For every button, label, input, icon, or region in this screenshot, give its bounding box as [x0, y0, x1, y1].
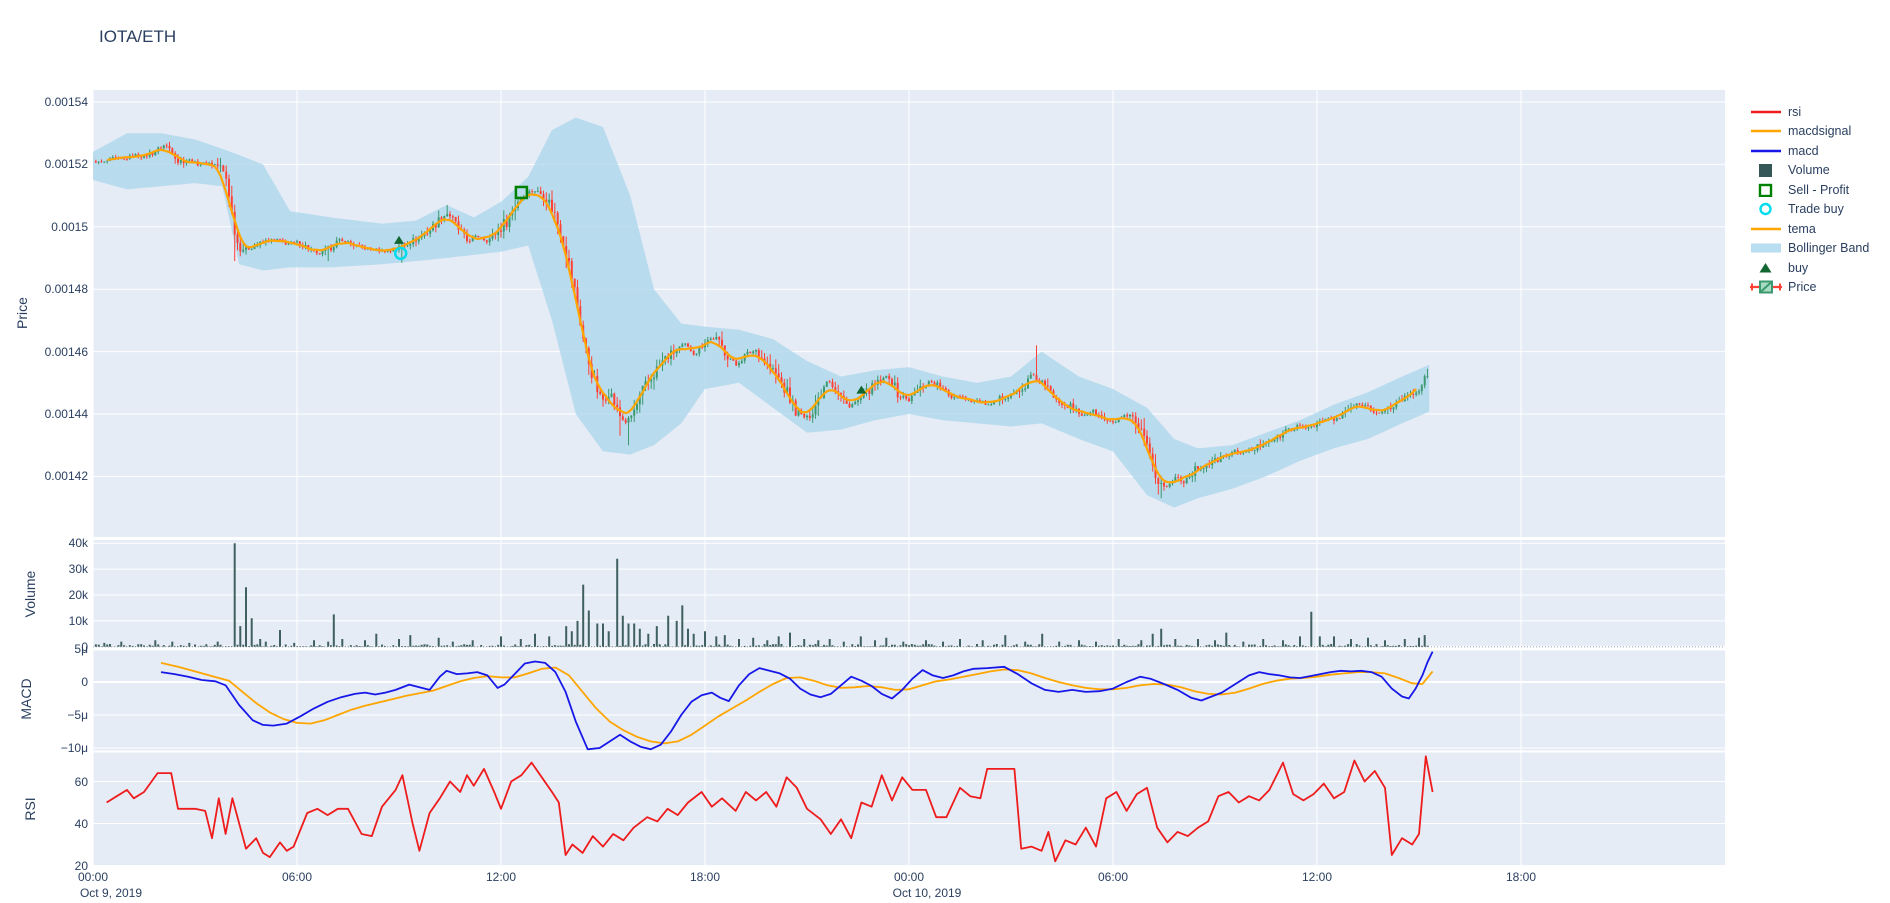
price-swatch-icon [1750, 280, 1782, 294]
macd-tick-label: 0 [81, 675, 88, 689]
price-tick-label: 0.00154 [44, 95, 88, 109]
x-tick-label: 00:00 [77, 870, 109, 884]
legend-item-label: macd [1788, 143, 1819, 158]
rsi-panel [92, 752, 1725, 866]
volume-tick-label: 0 [81, 639, 88, 654]
rsi-line [106, 755, 1434, 863]
volume-tick-label: 20k [68, 588, 88, 602]
macdsignal-line [160, 662, 1434, 745]
trade-buy-marker [393, 246, 408, 261]
buy-marker [394, 235, 404, 244]
legend-item-buy[interactable]: buy [1750, 258, 1869, 278]
volume-swatch-icon [1750, 163, 1782, 178]
legend-item-rsi[interactable]: rsi [1750, 102, 1869, 122]
legend-item-bollinger-band[interactable]: Bollinger Band [1750, 239, 1869, 259]
volume-tick-label: 10k [68, 613, 88, 628]
rsi-axis-title: RSI [22, 797, 38, 821]
buy-marker [856, 385, 867, 394]
x-tick-label: 06:00 [281, 870, 313, 884]
macd-line [160, 651, 1434, 751]
x-tick-label: 18:00 [1505, 870, 1537, 884]
volume-axis-title: Volume [22, 570, 38, 618]
price-tick-label: 0.00152 [44, 157, 88, 172]
legend: rsi macdsignal macd Volume Sell - Profit Trad… [1750, 102, 1869, 297]
legend-item-label: rsi [1788, 104, 1802, 119]
rsi-series [106, 755, 1434, 863]
legend-item-label: Sell - Profit [1788, 182, 1850, 197]
legend-item-sell-profit[interactable]: Sell - Profit [1750, 180, 1869, 200]
volume-tick-label: 40k [68, 536, 88, 551]
price-tick-label: 0.00142 [44, 469, 88, 484]
price-tick-label: 0.00144 [44, 407, 88, 421]
macd-tick-label: −5μ [67, 708, 88, 722]
price-tick-label: 0.00146 [44, 344, 88, 359]
macdsignal-swatch-icon [1750, 124, 1782, 138]
bollinger-band-swatch-icon [1750, 241, 1782, 255]
legend-item-price[interactable]: Price [1750, 278, 1869, 298]
x-tick-date-label: Oct 10, 2019 [892, 886, 962, 900]
legend-item-label: buy [1788, 260, 1809, 275]
macd-tick-label: 5μ [74, 642, 88, 656]
legend-item-tema[interactable]: tema [1750, 219, 1869, 239]
tema-line [107, 148, 1417, 484]
legend-item-volume[interactable]: Volume [1750, 161, 1869, 181]
x-tick-label: 06:00 [1097, 870, 1129, 884]
legend-item-label: Price [1788, 280, 1817, 295]
x-tick-label: 12:00 [1301, 870, 1333, 884]
macd-tick-label: −10μ [60, 741, 88, 755]
tema-swatch-icon [1750, 222, 1782, 236]
candle-bodies-up [97, 145, 1429, 487]
legend-item-trade-buy[interactable]: Trade buy [1750, 200, 1869, 220]
rsi-tick-label: 60 [74, 774, 88, 789]
chart-title: IOTA/ETH [99, 27, 177, 46]
x-tick-label: 00:00 [893, 870, 925, 884]
macd-panel [92, 650, 1725, 751]
legend-item-label: macdsignal [1788, 124, 1852, 139]
volume-tick-label: 30k [68, 562, 88, 577]
volume-series [93, 543, 1725, 648]
trade-buy-swatch-icon [1750, 202, 1782, 216]
x-tick-label: 12:00 [485, 870, 517, 884]
price-axis-title: Price [14, 297, 30, 329]
sell-profit-swatch-icon [1750, 183, 1782, 197]
legend-item-macdsignal[interactable]: macdsignal [1750, 122, 1869, 142]
legend-item-label: Volume [1788, 163, 1830, 178]
rsi-tick-label: 40 [74, 816, 88, 831]
legend-item-label: tema [1788, 221, 1816, 236]
macd-swatch-icon [1750, 144, 1782, 158]
legend-item-label: Bollinger Band [1788, 241, 1870, 256]
rsi-swatch-icon [1750, 105, 1782, 119]
price-series [93, 117, 1430, 508]
legend-item-macd[interactable]: macd [1750, 141, 1869, 161]
legend-item-label: Trade buy [1788, 202, 1844, 217]
x-tick-date-label: Oct 9, 2019 [79, 886, 143, 900]
price-tick-label: 0.0015 [51, 219, 88, 234]
volume-panel [92, 540, 1725, 648]
x-tick-label: 18:00 [689, 870, 721, 884]
sell-profit-marker [514, 185, 529, 200]
price-panel [92, 90, 1725, 537]
macd-series [160, 651, 1434, 751]
rsi-tick-label: 20 [74, 858, 88, 873]
buy-swatch-icon [1750, 261, 1782, 275]
macd-axis-title: MACD [18, 678, 34, 720]
price-tick-label: 0.00148 [44, 282, 88, 297]
